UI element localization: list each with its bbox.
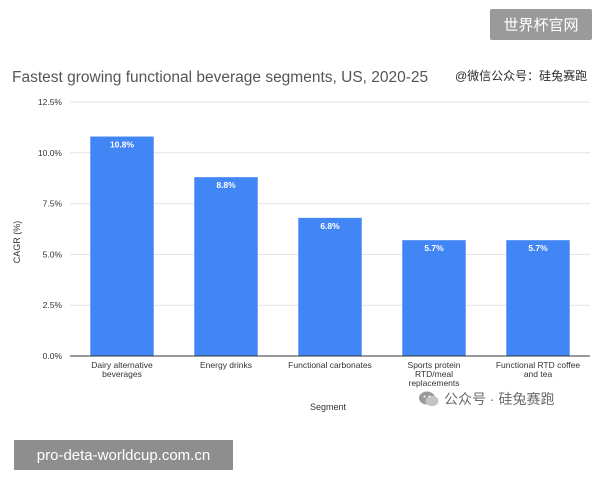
watermark-badge-bottom-text: pro-deta-worldcup.com.cn (36, 446, 211, 464)
y-tick-label: 0.0% (43, 351, 63, 361)
bar-data-label: 5.7% (424, 243, 444, 253)
x-tick-label: Dairy alternative beverages (91, 360, 153, 379)
y-tick-label: 2.5% (43, 300, 63, 310)
bar (298, 217, 362, 356)
watermark-bottom-text: 公众号 · 硅兔赛跑 (444, 391, 555, 407)
y-tick-label: 12.5% (38, 97, 63, 107)
bar-data-label: 10.8% (110, 140, 135, 150)
y-tick-label: 7.5% (43, 199, 63, 209)
wechat-icon (419, 391, 439, 407)
watermark-badge-top: 世界杯官网 (490, 9, 592, 40)
watermark-badge-top-text: 世界杯官网 (503, 17, 579, 34)
bar-data-label: 8.8% (216, 180, 236, 190)
x-tick-label: Functional carbonates (288, 360, 372, 370)
bar (506, 240, 570, 356)
chart-title: Fastest growing functional beverage segm… (12, 69, 428, 86)
x-tick-label: Functional RTD coffee and tea (496, 360, 581, 379)
x-axis-label: Segment (310, 402, 347, 412)
x-tick-label: Energy drinks (200, 360, 252, 370)
watermark-top-text: @微信公众号：硅兔赛跑 (455, 69, 588, 83)
bar-data-label: 5.7% (528, 243, 548, 253)
x-tick-label: Sports protein RTD/meal replacements (408, 360, 461, 388)
watermark-badge-bottom: pro-deta-worldcup.com.cn (14, 440, 233, 470)
y-tick-label: 10.0% (38, 148, 63, 158)
bar (194, 177, 258, 356)
y-axis-label: CAGR (%) (12, 221, 22, 264)
bar (90, 136, 154, 356)
bar (402, 240, 466, 356)
bar-data-label: 6.8% (320, 221, 340, 231)
watermark-bottom: 公众号 · 硅兔赛跑 (418, 389, 554, 409)
y-tick-label: 5.0% (43, 249, 63, 259)
